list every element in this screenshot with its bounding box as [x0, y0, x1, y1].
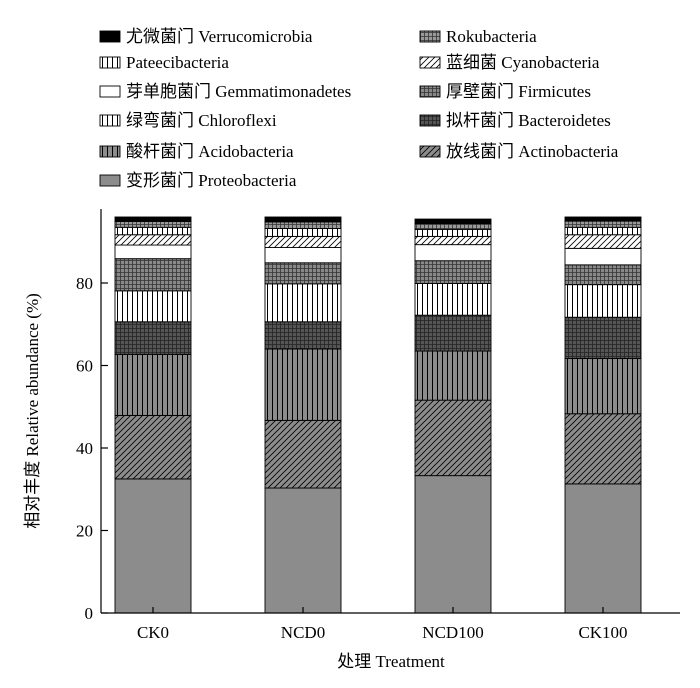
legend-item: 绿弯菌门 Chloroflexi	[99, 111, 277, 130]
legend-label: 酸杆菌门 Acidobacteria	[126, 142, 294, 161]
legend-label: 芽单胞菌门 Gemmatimonadetes	[126, 82, 351, 101]
legend-item: 酸杆菌门 Acidobacteria	[99, 142, 294, 161]
bar-segment	[114, 290, 192, 323]
legend-swatch	[99, 56, 121, 69]
legend-label: 拟杆菌门 Bacteroidetes	[446, 111, 611, 130]
bar-segment	[564, 316, 642, 359]
legend-label: Pateecibacteria	[126, 53, 229, 72]
bar-segment	[264, 262, 342, 285]
legend-item: Pateecibacteria	[99, 53, 229, 72]
y-tick-label: 40	[76, 439, 93, 458]
y-tick-label: 20	[76, 522, 93, 541]
legend-label: Rokubacteria	[446, 27, 537, 46]
bar-group-ck0	[114, 216, 192, 614]
axes: 0 20 40 60 80 CK0 NCD0 NCD100 CK100	[76, 209, 680, 642]
bar-segment	[264, 283, 342, 323]
bar-segment	[564, 220, 642, 228]
y-tick-label: 60	[76, 357, 93, 376]
bar-segment	[264, 419, 342, 489]
x-tick-label: NCD0	[281, 623, 325, 642]
legend-item: 尤微菌门 Verrucomicrobia	[99, 27, 313, 46]
x-tick-label: CK0	[137, 623, 169, 642]
legend-swatch	[99, 114, 121, 127]
bar-segment	[114, 258, 192, 292]
bar-segment	[414, 218, 492, 225]
legend-swatch	[419, 85, 441, 98]
bar-segment	[564, 413, 642, 485]
legend-label: 绿弯菌门 Chloroflexi	[126, 111, 277, 130]
bar-segment	[264, 348, 342, 421]
bar-segment	[114, 414, 192, 480]
bar-segment	[564, 234, 642, 249]
legend-item: 放线菌门 Actinobacteria	[419, 142, 619, 161]
y-tick-label: 0	[85, 604, 94, 623]
legend-label: 蓝细菌 Cyanobacteria	[446, 53, 600, 72]
bar-segment	[264, 487, 342, 614]
bar-segment	[414, 260, 492, 284]
legend-swatch	[99, 85, 121, 98]
legend-item: 芽单胞菌门 Gemmatimonadetes	[99, 82, 351, 101]
legend-swatch	[419, 30, 441, 43]
bar-segment	[114, 244, 192, 260]
legend: 尤微菌门 Verrucomicrobia Rokubacteria Pateecib…	[99, 27, 619, 190]
bar-segment	[414, 244, 492, 262]
bar-segment	[264, 247, 342, 264]
bar-segment	[114, 221, 192, 228]
legend-label: 厚壁菌门 Firmicutes	[446, 82, 591, 101]
bar-segment	[414, 228, 492, 237]
bar-segment	[414, 223, 492, 230]
bar-segment	[414, 235, 492, 246]
bar-segment	[114, 216, 192, 222]
bar-segment	[564, 264, 642, 286]
bar-segment	[264, 235, 342, 248]
y-axis-label: 相对丰度 Relative abundance (%)	[23, 293, 42, 529]
legend-label: 放线菌门 Actinobacteria	[446, 142, 619, 161]
bars	[114, 216, 642, 614]
legend-item: Rokubacteria	[419, 27, 537, 46]
legend-item: 变形菌门 Proteobacteria	[99, 171, 297, 190]
legend-swatch	[419, 145, 441, 158]
bar-segment	[264, 321, 342, 350]
legend-swatch	[99, 30, 121, 43]
bar-group-ck100	[564, 216, 642, 614]
bar-segment	[264, 216, 342, 223]
legend-swatch	[419, 114, 441, 127]
legend-label: 尤微菌门 Verrucomicrobia	[126, 27, 313, 46]
bar-group-ncd0	[264, 216, 342, 614]
legend-item: 拟杆菌门 Bacteroidetes	[419, 111, 611, 130]
legend-swatch	[99, 145, 121, 158]
x-axis-label: 处理 Treatment	[337, 652, 445, 671]
bar-segment	[414, 350, 492, 401]
bar-segment	[114, 321, 192, 355]
x-tick-label: NCD100	[422, 623, 483, 642]
bar-segment	[414, 399, 492, 477]
y-tick-label: 80	[76, 274, 93, 293]
bar-segment	[414, 314, 492, 352]
bar-segment	[564, 216, 642, 222]
bar-segment	[564, 226, 642, 236]
legend-swatch	[419, 56, 441, 69]
bar-segment	[114, 478, 192, 614]
legend-item: 厚壁菌门 Firmicutes	[419, 82, 591, 101]
bar-segment	[114, 226, 192, 236]
bar-segment	[264, 228, 342, 237]
bar-group-ncd100	[414, 218, 492, 614]
legend-item: 蓝细菌 Cyanobacteria	[419, 53, 600, 72]
bar-segment	[414, 282, 492, 316]
bar-segment	[564, 483, 642, 614]
legend-swatch	[99, 174, 121, 187]
bar-segment	[564, 247, 642, 266]
bar-segment	[414, 475, 492, 614]
legend-label: 变形菌门 Proteobacteria	[126, 171, 297, 190]
x-tick-label: CK100	[578, 623, 627, 642]
bar-segment	[114, 234, 192, 246]
bar-segment	[564, 358, 642, 415]
bar-segment	[264, 221, 342, 229]
bar-segment	[114, 353, 192, 416]
bar-segment	[564, 284, 642, 318]
